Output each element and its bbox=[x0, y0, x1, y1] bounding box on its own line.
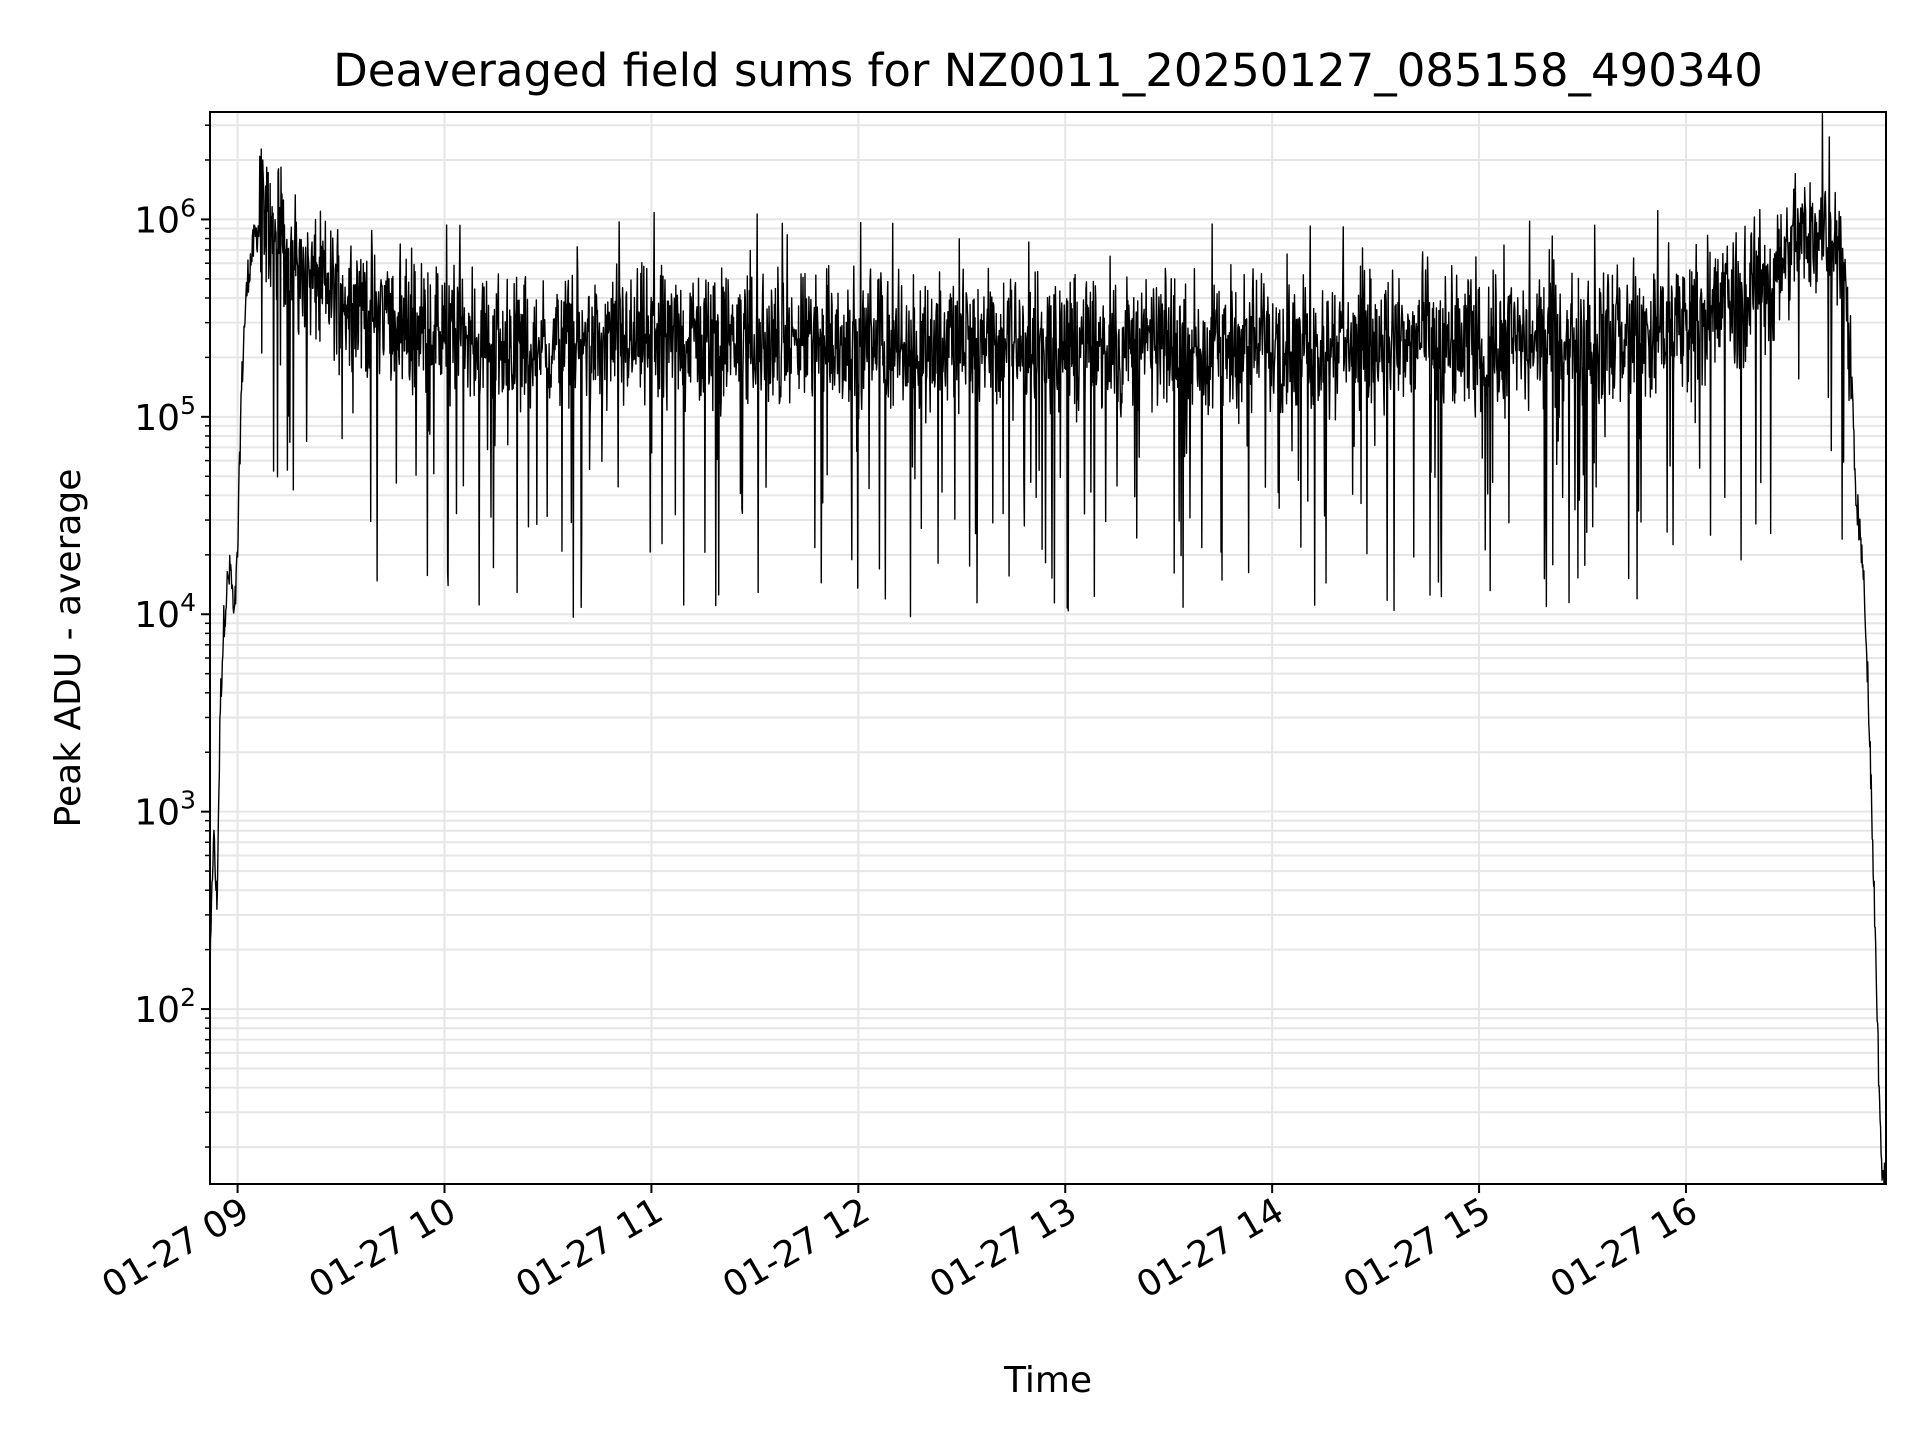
x-tick-label: 01-27 12 bbox=[716, 1190, 877, 1306]
grid-lines bbox=[210, 112, 1886, 1184]
y-tick-label: 102 bbox=[134, 983, 196, 1031]
x-axis-label: Time bbox=[1003, 1360, 1092, 1401]
y-tick-label: 105 bbox=[134, 391, 196, 439]
x-tick-label: 01-27 14 bbox=[1130, 1190, 1291, 1306]
x-tick-label: 01-27 11 bbox=[509, 1190, 670, 1306]
y-tick-label: 104 bbox=[134, 588, 196, 636]
x-tick-label: 01-27 15 bbox=[1337, 1190, 1498, 1306]
y-axis: 102 103 104 105 106 bbox=[134, 124, 210, 1148]
x-tick-label: 01-27 09 bbox=[95, 1190, 256, 1306]
x-tick-label: 01-27 13 bbox=[923, 1190, 1084, 1306]
x-axis: 01-27 09 01-27 10 01-27 11 01-27 12 01-27 13… bbox=[95, 1184, 1704, 1307]
y-tick-label: 103 bbox=[134, 786, 196, 834]
series-line bbox=[209, 113, 1887, 1185]
x-tick-label: 01-27 10 bbox=[302, 1190, 463, 1306]
x-tick-label: 01-27 16 bbox=[1544, 1190, 1705, 1306]
y-axis-label: Peak ADU - average bbox=[48, 469, 89, 828]
chart-title: Deaveraged field sums for NZ0011_2025012… bbox=[333, 44, 1763, 97]
y-tick-label: 106 bbox=[134, 193, 196, 241]
plot-frame bbox=[209, 111, 1887, 1185]
series-layer bbox=[209, 113, 1887, 1185]
